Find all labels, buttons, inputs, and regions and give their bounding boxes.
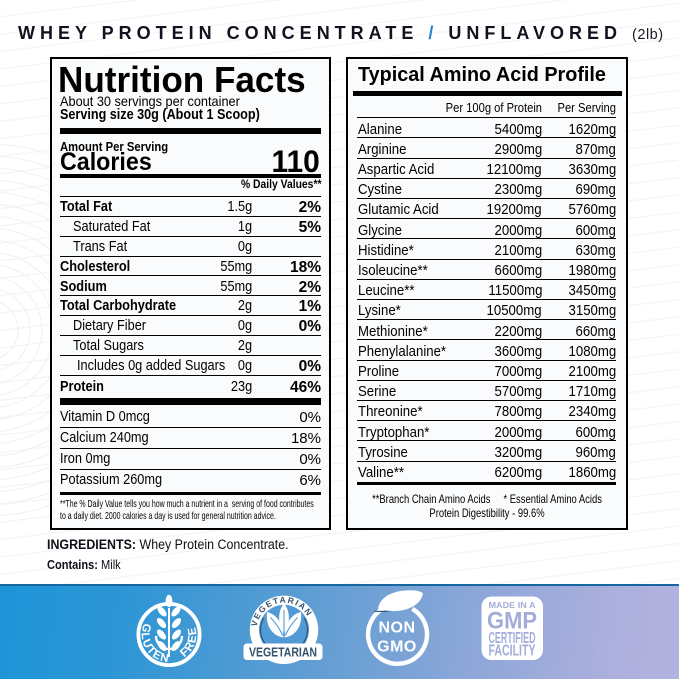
svg-text:FACILITY: FACILITY <box>489 643 536 660</box>
svg-text:GMO: GMO <box>377 638 417 655</box>
svg-text:NON: NON <box>378 620 415 637</box>
svg-text:CERTIFIED: CERTIFIED <box>489 630 536 647</box>
svg-text:VEGETARIAN: VEGETARIAN <box>249 644 317 659</box>
svg-text:MADE IN A: MADE IN A <box>489 600 536 610</box>
svg-text:GMP: GMP <box>487 608 537 635</box>
